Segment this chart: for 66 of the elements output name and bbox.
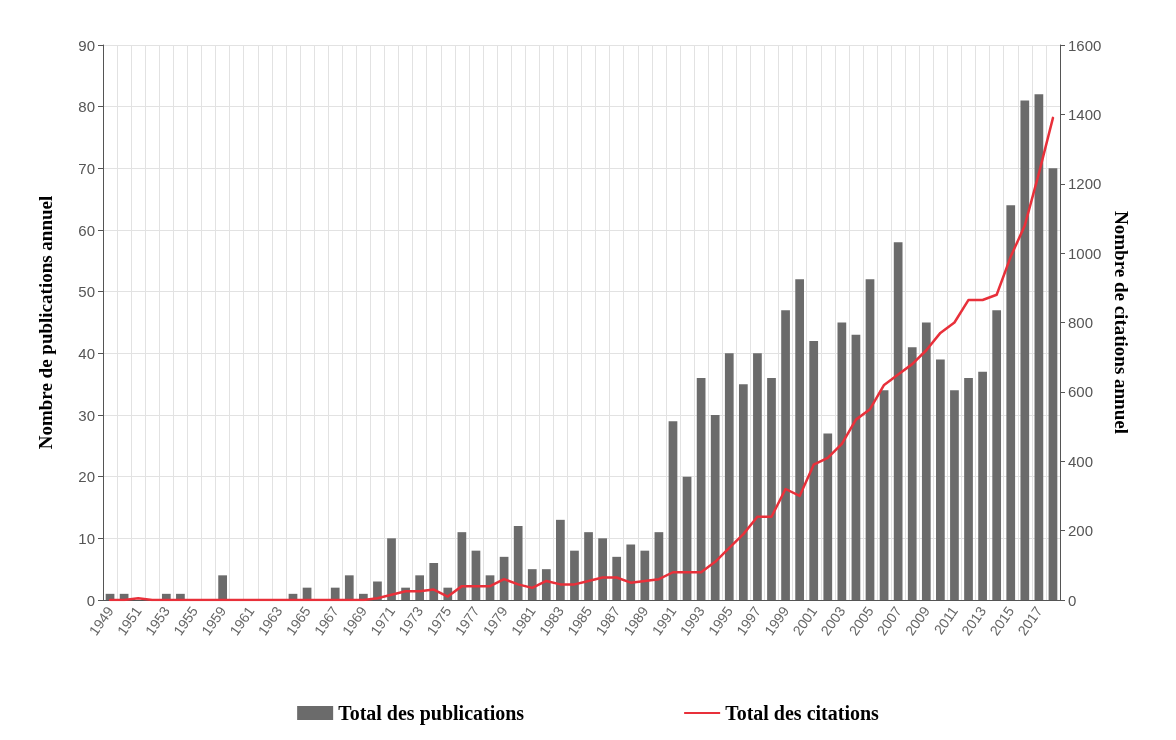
bar: [837, 322, 847, 600]
legend-label: Total des publications: [338, 702, 525, 725]
bar: [921, 322, 931, 600]
bar: [598, 538, 607, 600]
bar: [640, 550, 650, 600]
bar: [626, 544, 636, 600]
legend-label: Total des citations: [725, 702, 880, 724]
y2-tick-label: 1000: [1068, 244, 1102, 262]
y2-tick-label: 200: [1068, 522, 1094, 540]
bar: [738, 384, 748, 600]
y2-tick-label: 1400: [1068, 105, 1102, 123]
line-series: [108, 116, 1055, 602]
bar: [570, 550, 579, 600]
bar: [809, 341, 819, 600]
y-tick-label: 20: [78, 468, 95, 486]
bar: [1020, 100, 1030, 600]
y2-axis-title: Nombre de citations annuel: [1111, 211, 1133, 434]
y-tick-label: 30: [78, 406, 95, 424]
bar: [584, 532, 593, 600]
y-tick-label: 10: [78, 529, 95, 547]
bar: [767, 378, 776, 600]
bar: [387, 538, 396, 600]
y2-tick-label: 800: [1068, 314, 1094, 331]
bar: [527, 569, 537, 600]
bar: [753, 353, 762, 600]
y-tick-label: 40: [78, 344, 95, 362]
bar: [218, 575, 227, 600]
bar: [668, 421, 678, 600]
bar: [541, 569, 551, 600]
y-tick-label: 70: [78, 159, 95, 177]
y2-tick-label: 0: [1068, 591, 1077, 609]
bar: [992, 310, 1002, 600]
y-axis-title: Nombre de publications annuel: [35, 195, 56, 450]
bar: [1048, 168, 1058, 600]
bar: [865, 279, 875, 600]
y2-tick-label: 1600: [1068, 36, 1102, 54]
y2-tick-label: 1200: [1068, 175, 1102, 193]
y-tick-label: 90: [78, 36, 95, 54]
bar: [330, 587, 340, 600]
bar: [513, 526, 523, 600]
bar: [893, 242, 903, 600]
bar: [950, 390, 959, 600]
bar: [907, 347, 917, 600]
bar: [823, 433, 833, 600]
bar: [978, 371, 987, 600]
bar: [1034, 94, 1044, 600]
bar: [781, 310, 790, 600]
y2-tick-label: 400: [1068, 452, 1094, 470]
bar: [964, 378, 973, 600]
y-tick-label: 80: [78, 98, 95, 116]
bar: [724, 353, 734, 600]
bar: [556, 519, 565, 600]
bar: [851, 334, 861, 600]
bar: [1006, 205, 1016, 600]
bar: [710, 415, 720, 600]
bar: [795, 279, 804, 600]
y-tick-label: 50: [78, 283, 95, 301]
bar: [879, 390, 889, 600]
bar: [936, 359, 945, 600]
y2-tick-label: 600: [1068, 383, 1094, 401]
bar: [612, 556, 622, 600]
y-tick-label: 0: [86, 591, 95, 609]
bar: [696, 378, 706, 600]
bar: [429, 563, 439, 600]
y-tick-label: 60: [78, 221, 95, 239]
bar: [344, 575, 354, 600]
